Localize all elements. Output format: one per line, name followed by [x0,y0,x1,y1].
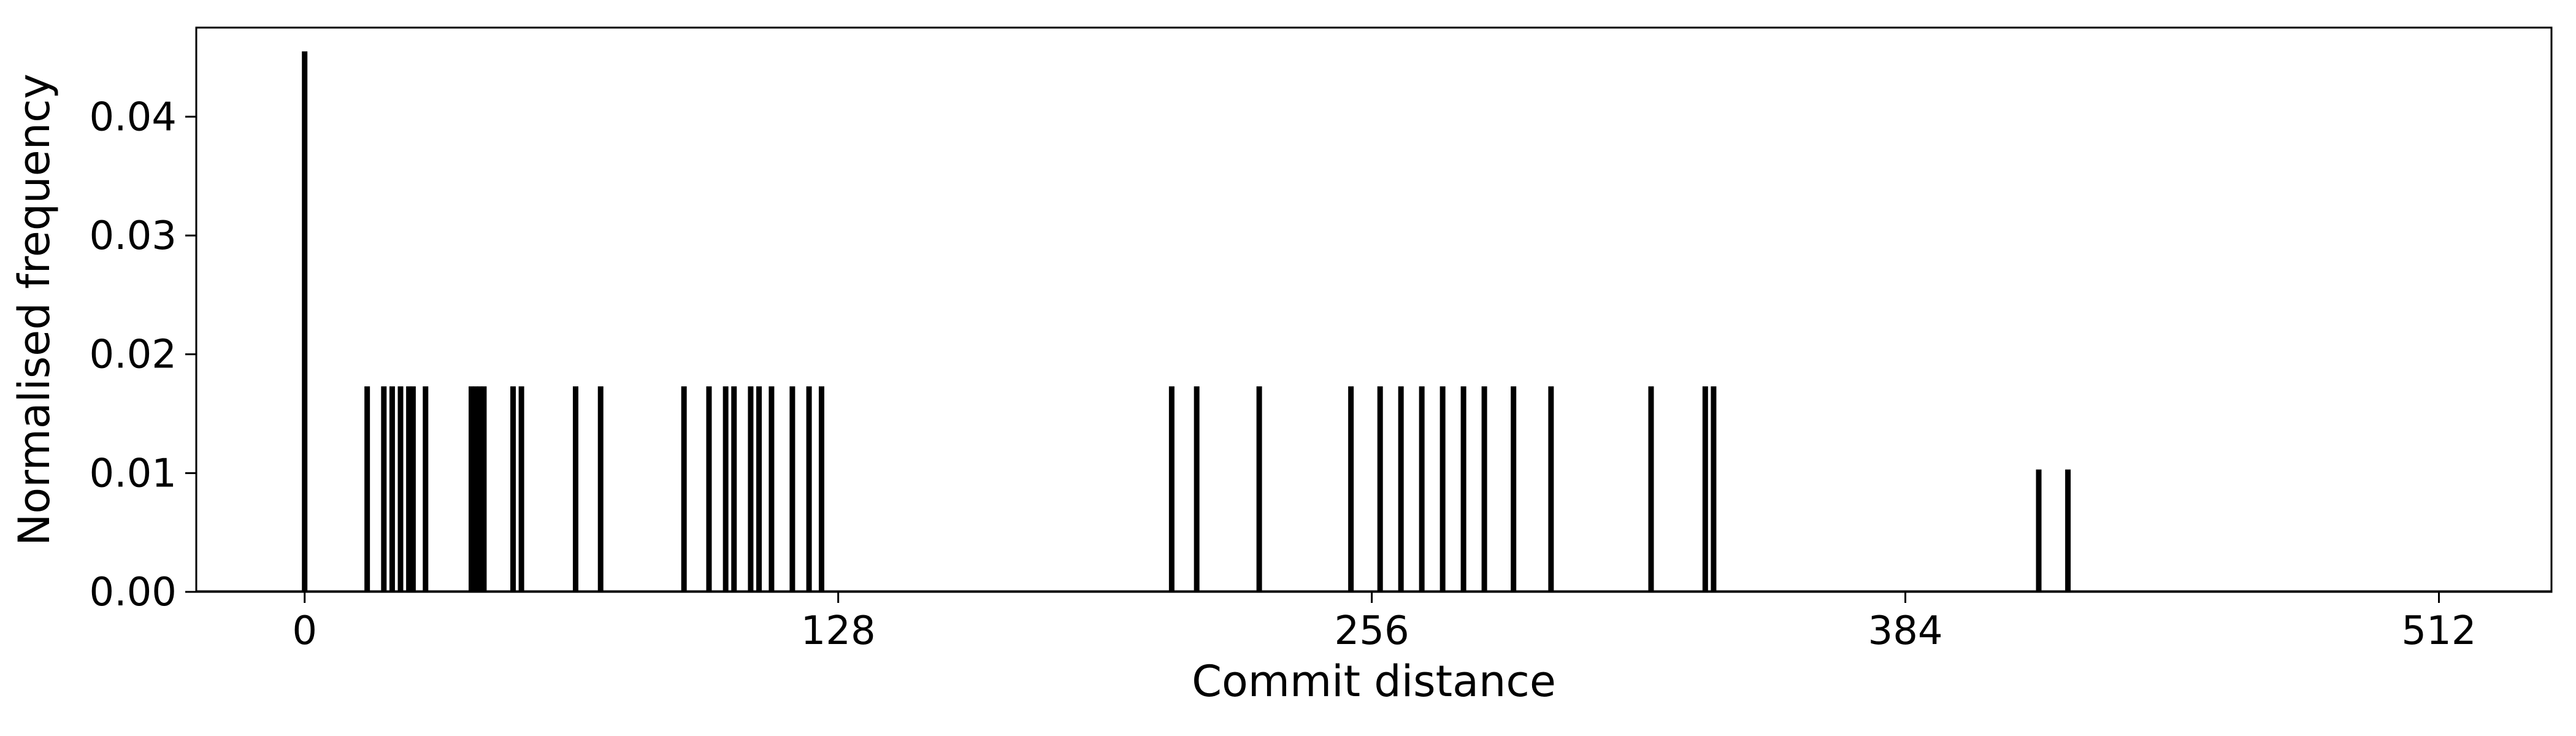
y-tick-label: 0.02 [90,332,177,378]
bar [1377,386,1383,592]
bar [423,386,429,592]
bar [769,386,775,592]
bar [572,386,578,592]
bar [518,386,524,592]
bar [806,386,812,592]
x-tick-label: 384 [1868,608,1942,654]
bar [597,386,604,592]
bar [302,51,308,592]
bar [723,386,729,592]
bar [1194,386,1200,592]
bar [2036,469,2042,592]
y-tick-label: 0.00 [90,570,177,615]
bar [472,386,478,592]
bar [748,386,754,592]
bar [1711,386,1717,592]
x-tick-label: 128 [801,608,876,654]
bar [1511,386,1517,592]
bar [1548,386,1554,592]
y-axis-title: Normalised frequency [9,74,59,546]
y-tick-label: 0.03 [90,213,177,259]
bar [1702,386,1708,592]
bar [406,386,412,592]
bar [397,386,404,592]
bar [477,386,483,592]
bar [731,386,737,592]
bar [410,386,416,592]
bar [1481,386,1487,592]
bar [1419,386,1425,592]
x-axis-title: Commit distance [1192,656,1556,707]
bar [510,386,516,592]
bar [2065,469,2071,592]
bar [756,386,762,592]
bar [1398,386,1404,592]
bar [364,386,370,592]
bar [389,386,395,592]
x-tick-label: 256 [1335,608,1409,654]
bar [1256,386,1262,592]
bar [1348,386,1354,592]
y-tick-label: 0.04 [90,94,177,140]
bar [481,386,487,592]
bar [706,386,712,592]
y-axis: 0.00 0.01 0.02 0.03 0.04 [90,94,196,615]
plot-frame [195,26,2553,593]
bars-group [302,51,2071,592]
bar [1439,386,1446,592]
bar [681,386,687,592]
bar [1648,386,1654,592]
bar [1460,386,1466,592]
bar [818,386,824,592]
y-tick-label: 0.01 [90,451,177,496]
bar [469,386,475,592]
x-axis: 0 128 256 384 512 [292,592,2477,654]
x-tick-label: 512 [2401,608,2476,654]
bar [381,386,387,592]
bar [1168,386,1175,592]
bar [789,386,795,592]
x-tick-label: 0 [292,608,317,654]
